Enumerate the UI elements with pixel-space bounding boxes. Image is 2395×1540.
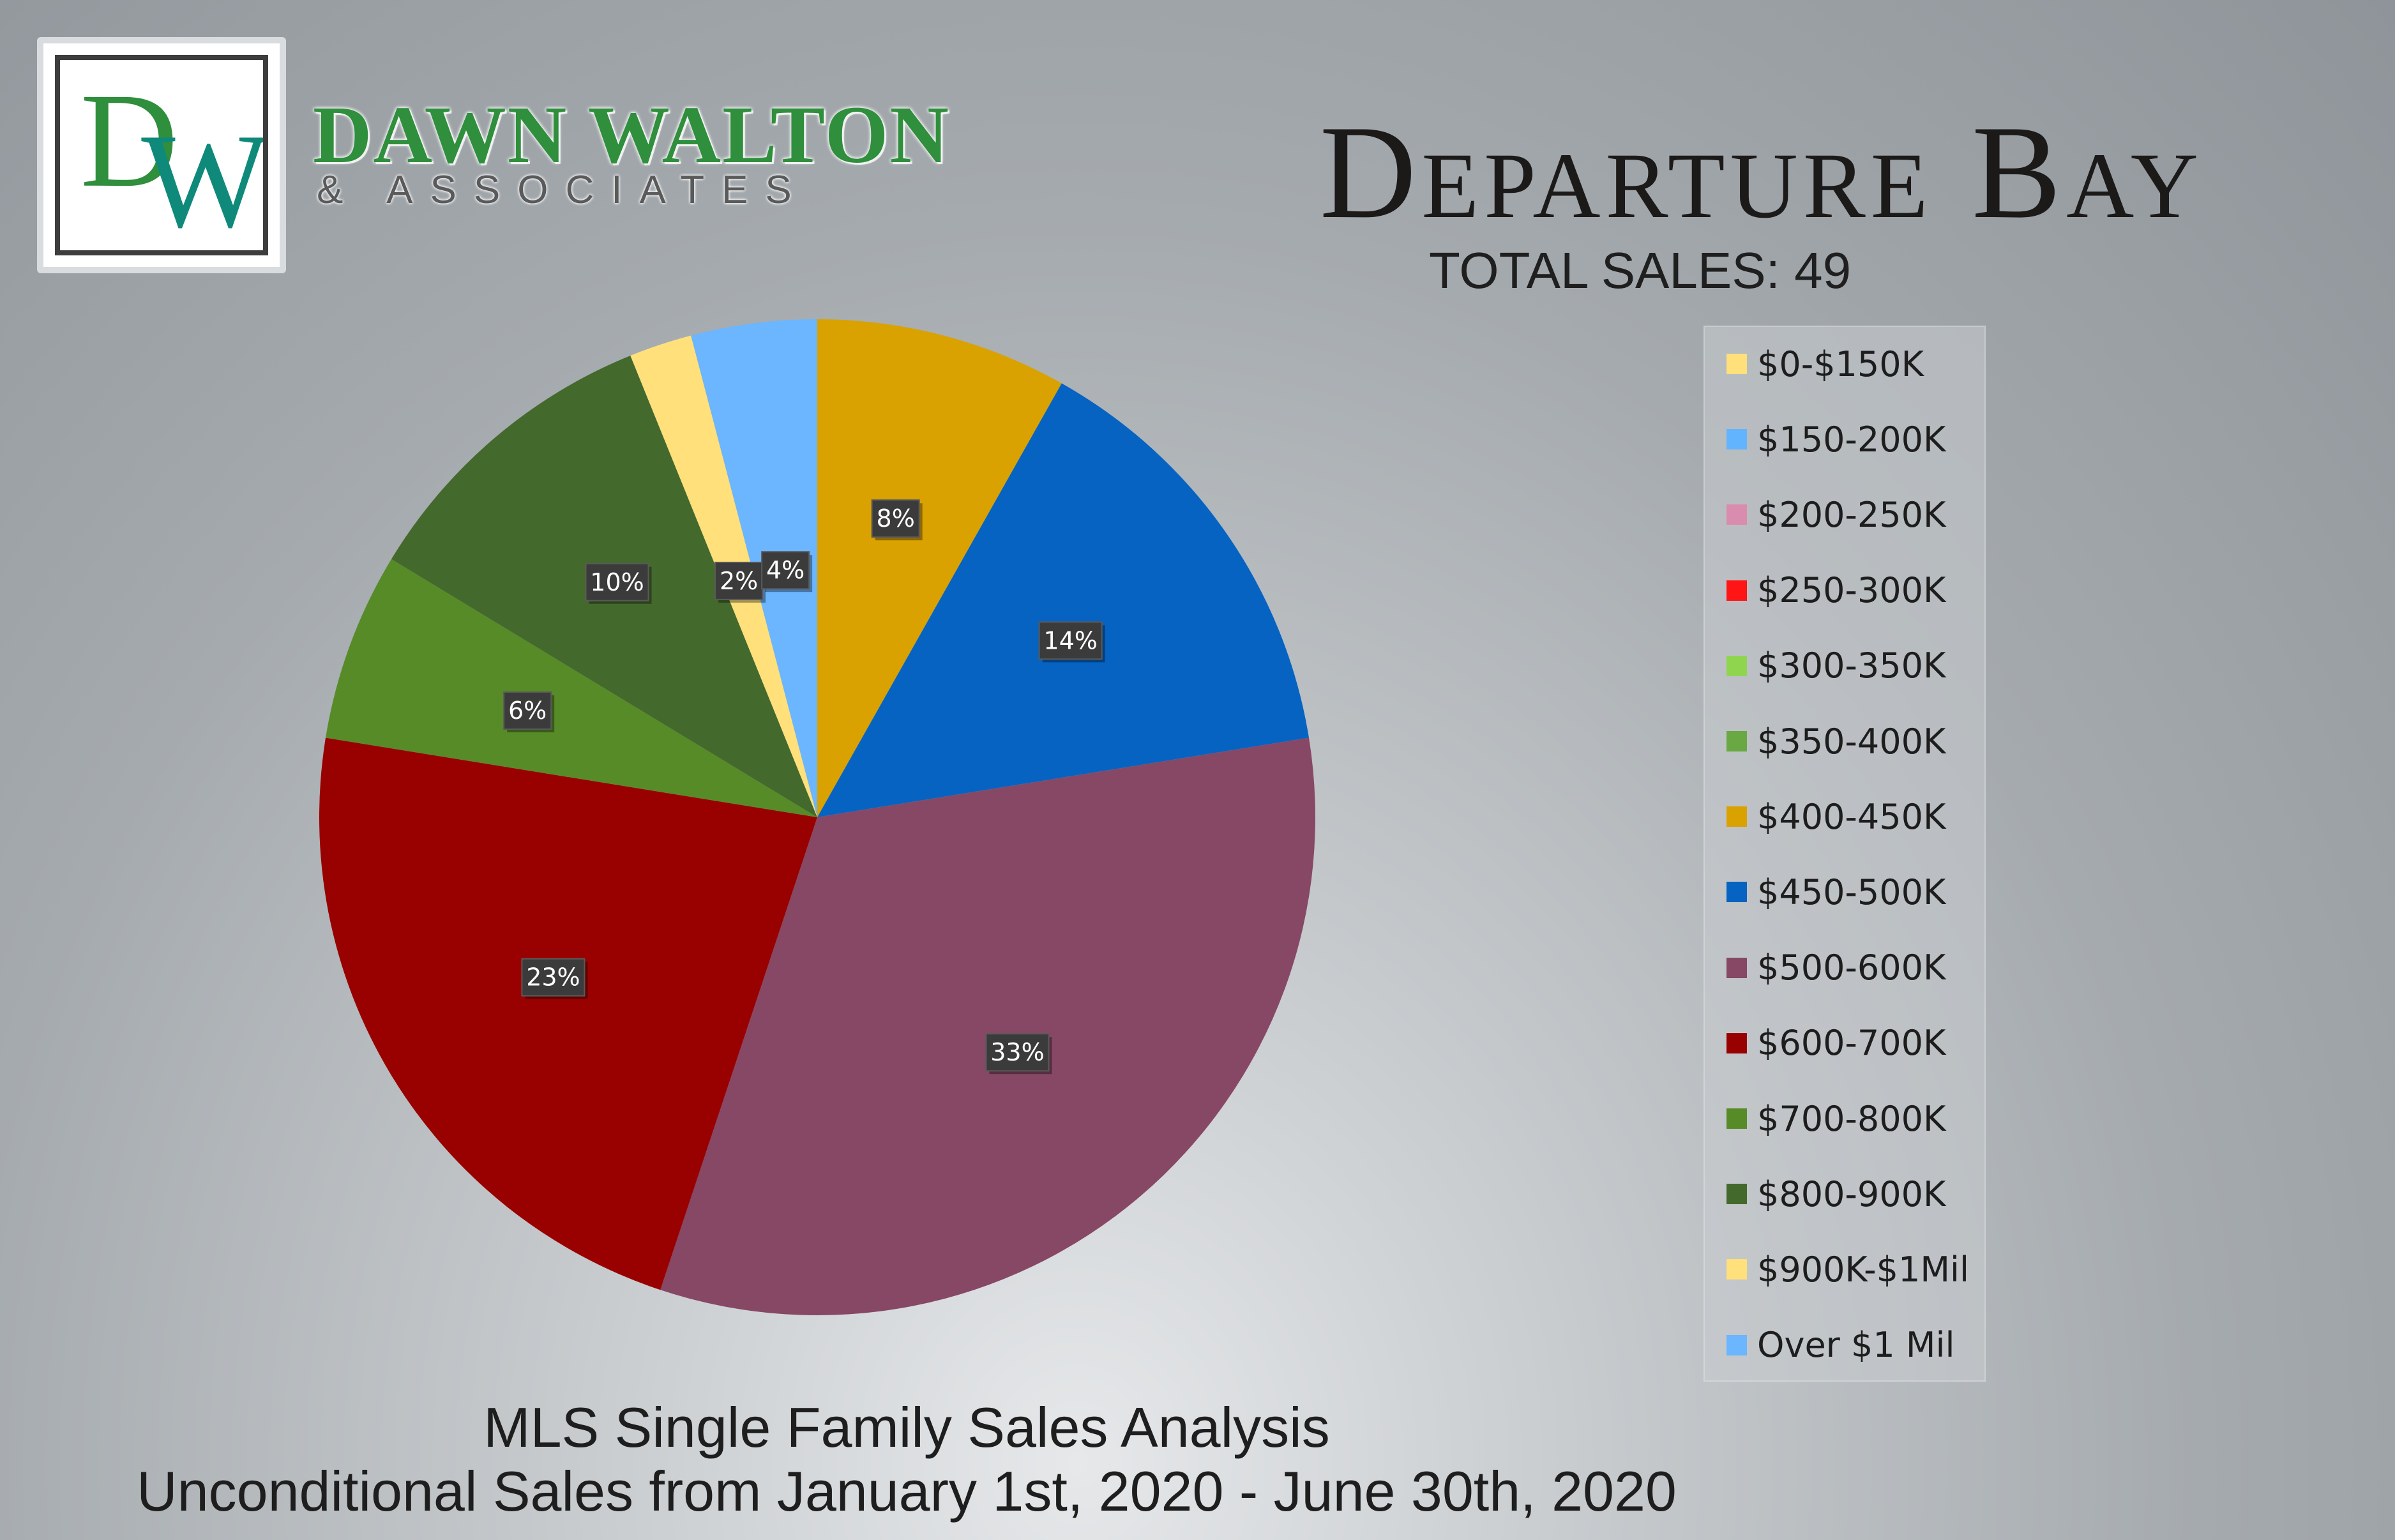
data-label-text: 6%	[508, 697, 547, 725]
legend-swatch	[1726, 1032, 1747, 1053]
logo-monogram: D W	[80, 65, 263, 250]
data-label-600-700k: 23%	[521, 958, 588, 999]
legend-swatch	[1726, 1259, 1747, 1280]
data-label-text: 8%	[877, 504, 915, 532]
brand-subtitle: & ASSOCIATES	[317, 168, 809, 212]
footer-line-2: Unconditional Sales from January 1st, 20…	[137, 1460, 1677, 1523]
legend-swatch	[1726, 1108, 1747, 1129]
legend-label: $500-600K	[1757, 947, 1946, 988]
data-label-400-450k: 8%	[871, 499, 923, 541]
pie-slice-700-800k	[325, 559, 818, 817]
legend-swatch	[1726, 731, 1747, 751]
legend-item: $0-$150K	[1726, 338, 1924, 389]
logo-letter-w: W	[141, 105, 263, 250]
legend-item: $450-500K	[1726, 866, 1945, 917]
legend-swatch	[1726, 354, 1747, 374]
legend-label: $250-300K	[1757, 570, 1946, 611]
company-logo: D W	[37, 37, 286, 273]
pie-slice-450-500k	[817, 383, 1310, 817]
data-label-text: 33%	[990, 1038, 1044, 1066]
legend-item: $400-450K	[1726, 791, 1945, 842]
legend-swatch	[1726, 806, 1747, 827]
legend-item: $900K-$1Mil	[1726, 1244, 1969, 1295]
data-label-900k-1mil: 2%	[714, 561, 766, 603]
legend-label: $800-900K	[1757, 1174, 1946, 1214]
legend-item: $600-700K	[1726, 1018, 1945, 1069]
legend-swatch	[1726, 957, 1747, 978]
data-label-text: 23%	[526, 963, 580, 992]
data-label-text: 2%	[720, 567, 758, 595]
data-label-text: 4%	[766, 556, 805, 584]
legend-swatch	[1726, 429, 1747, 450]
legend-swatch	[1726, 882, 1747, 903]
data-label-800-900k: 10%	[585, 562, 652, 604]
pie-slices	[319, 319, 1315, 1315]
legend-label: $150-200K	[1757, 419, 1946, 460]
legend-item: $500-600K	[1726, 942, 1945, 993]
legend-label: $300-350K	[1757, 645, 1946, 686]
legend-swatch	[1726, 1184, 1747, 1205]
legend-item: $250-300K	[1726, 565, 1945, 616]
chart-legend: $0-$150K $150-200K $200-250K $250-300K $300-…	[1704, 326, 1986, 1382]
total-sales: TOTAL SALES: 49	[1429, 242, 1852, 299]
data-label-text: 10%	[590, 568, 644, 596]
legend-label: Over $1 Mil	[1757, 1325, 1955, 1366]
legend-swatch	[1726, 504, 1747, 525]
pie-chart: 8% 14% 33% 23% 6% 10% 2% 4%	[319, 319, 1315, 1315]
legend-label: $350-400K	[1757, 721, 1946, 762]
legend-label: $400-450K	[1757, 796, 1946, 837]
pie-slice-600-700k	[319, 737, 817, 1290]
logo-frame: D W	[55, 55, 268, 255]
legend-item: $350-400K	[1726, 716, 1945, 767]
pie-slice-500-600k	[660, 737, 1315, 1315]
legend-label: $200-250K	[1757, 494, 1946, 535]
legend-item: $700-800K	[1726, 1093, 1945, 1144]
footer-line-1: MLS Single Family Sales Analysis	[483, 1396, 1330, 1459]
data-label-700-800k: 6%	[503, 691, 555, 732]
legend-swatch	[1726, 580, 1747, 601]
legend-item: Over $1 Mil	[1726, 1320, 1955, 1371]
data-label-500-600k: 33%	[985, 1033, 1052, 1075]
data-label-450-500k: 14%	[1038, 621, 1105, 663]
legend-item: $200-250K	[1726, 489, 1945, 540]
legend-item: $300-350K	[1726, 640, 1945, 691]
data-label-text: 14%	[1043, 626, 1097, 654]
legend-label: $700-800K	[1757, 1098, 1946, 1139]
legend-label: $600-700K	[1757, 1023, 1946, 1064]
page-title: Departure Bay	[1319, 98, 2203, 246]
legend-swatch	[1726, 1334, 1747, 1355]
data-label-over-1-mil: 4%	[761, 551, 813, 593]
legend-swatch	[1726, 655, 1747, 676]
logo-letter-d: D	[80, 65, 178, 215]
legend-item: $800-900K	[1726, 1168, 1945, 1219]
legend-label: $450-500K	[1757, 872, 1946, 912]
legend-item: $150-200K	[1726, 414, 1945, 465]
legend-label: $0-$150K	[1757, 343, 1924, 384]
pie-data-labels: 8% 14% 33% 23% 6% 10% 2% 4%	[503, 499, 1105, 1075]
pie-slice-400-450k	[817, 319, 1062, 817]
legend-label: $900K-$1Mil	[1757, 1249, 1969, 1290]
brand-name: DAWN WALTON	[313, 89, 950, 180]
